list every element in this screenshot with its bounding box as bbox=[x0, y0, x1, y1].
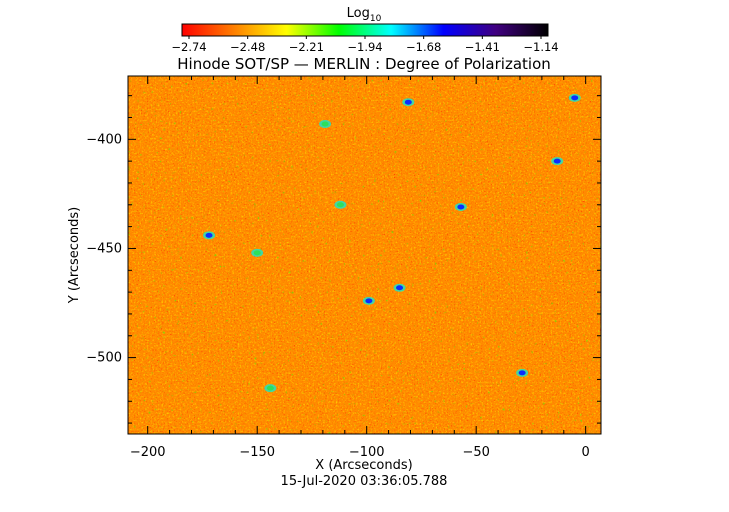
colorbar: Log10 −2.74 −2.48 −2.21 −1.94 −1.68 −1.41 −1.1… bbox=[171, 6, 558, 54]
colorbar-tick-label: −2.74 bbox=[171, 40, 206, 54]
x-tick-label: 0 bbox=[582, 445, 590, 460]
feature-core bbox=[518, 370, 526, 376]
feature-core bbox=[396, 285, 404, 291]
heatmap-features bbox=[203, 93, 581, 393]
colorbar-bar bbox=[181, 23, 549, 37]
heatmap-image bbox=[128, 76, 601, 434]
colorbar-tick-label: −2.48 bbox=[230, 40, 265, 54]
colorbar-ticks: −2.74 −2.48 −2.21 −1.94 −1.68 −1.41 −1.14 bbox=[171, 36, 559, 54]
colorbar-tick-label: −2.21 bbox=[289, 40, 324, 54]
x-tick-label: −200 bbox=[130, 445, 166, 460]
feature-core bbox=[253, 250, 261, 256]
colorbar-title-text: Log bbox=[347, 6, 370, 21]
x-axis: −200 −150 −100 −50 0 bbox=[130, 76, 590, 460]
y-axis-label: Y (Arcseconds) bbox=[67, 207, 82, 304]
x-tick-label: −150 bbox=[239, 445, 275, 460]
feature-core bbox=[321, 121, 329, 127]
y-tick-label: −450 bbox=[86, 241, 122, 256]
colorbar-title: Log10 bbox=[347, 6, 382, 24]
x-tick-label: −50 bbox=[462, 445, 489, 460]
x-axis-label: X (Arcseconds) bbox=[315, 458, 412, 473]
feature-core bbox=[266, 385, 274, 391]
y-tick-label: −500 bbox=[86, 351, 122, 366]
feature-core bbox=[404, 99, 412, 105]
feature-core bbox=[457, 204, 465, 210]
timestamp: 15-Jul-2020 03:36:05.788 bbox=[281, 474, 448, 489]
y-tick-label: −400 bbox=[86, 132, 122, 147]
colorbar-tick-label: −1.94 bbox=[347, 40, 382, 54]
colorbar-tick-label: −1.68 bbox=[406, 40, 441, 54]
feature-core bbox=[571, 95, 579, 101]
heatmap-green-texture bbox=[128, 76, 601, 434]
chart-title: Hinode SOT/SP — MERLIN : Degree of Polar… bbox=[177, 55, 551, 73]
colorbar-title-subscript: 10 bbox=[370, 14, 382, 24]
feature-core bbox=[336, 202, 344, 208]
feature-core bbox=[205, 232, 213, 238]
plot-frame bbox=[127, 75, 602, 435]
feature-core bbox=[365, 298, 373, 304]
y-axis: −400 −450 −500 bbox=[86, 95, 601, 424]
colorbar-tick-label: −1.14 bbox=[523, 40, 558, 54]
colorbar-tick-label: −1.41 bbox=[465, 40, 500, 54]
x-tick-label: −100 bbox=[349, 445, 385, 460]
feature-core bbox=[553, 158, 561, 164]
